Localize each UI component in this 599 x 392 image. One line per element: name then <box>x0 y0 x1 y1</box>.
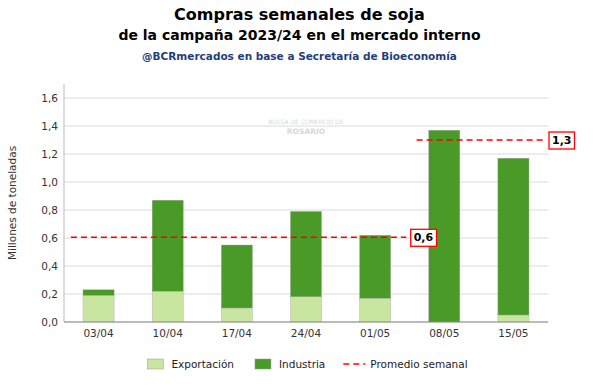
x-tick-label: 15/05 <box>498 327 528 339</box>
legend-swatch <box>343 363 365 365</box>
legend-swatch <box>147 359 163 369</box>
x-axis <box>64 322 548 323</box>
y-tick-label: 1,6 <box>41 92 58 104</box>
bar <box>360 298 391 322</box>
x-tick-label: 10/04 <box>153 327 184 339</box>
y-tick-label: 1,0 <box>41 176 58 188</box>
y-tick-label: 1,4 <box>41 120 58 132</box>
y-axis-label: Millones de toneladas <box>6 146 18 260</box>
legend: Exportación Industria Promedio semanal <box>147 358 467 370</box>
subtitle: @BCRmercados en base a Secretaría de Bio… <box>142 50 457 62</box>
grid-line <box>64 210 548 211</box>
legend-label: Promedio semanal <box>370 358 467 370</box>
watermark: ROSARIO <box>287 127 325 136</box>
bar <box>498 315 529 322</box>
y-axis <box>64 84 65 322</box>
y-tick-label: 0,2 <box>41 288 58 300</box>
legend-item: Exportación <box>147 358 234 370</box>
x-tick-label: 01/05 <box>360 327 390 339</box>
bar <box>152 291 183 322</box>
grid-line <box>64 182 548 183</box>
title: de la campaña 2023/24 en el mercado inte… <box>118 27 481 43</box>
y-tick-label: 0,4 <box>41 260 58 272</box>
bar <box>221 245 252 308</box>
average-label: 0,6 <box>411 229 437 246</box>
bar <box>221 308 252 322</box>
bar <box>83 290 114 296</box>
average-label: 1,3 <box>549 132 575 149</box>
y-tick-label: 1,2 <box>41 148 58 160</box>
grid-line <box>64 322 548 323</box>
x-tick-label: 17/04 <box>222 327 253 339</box>
y-tick-label: 0,8 <box>41 204 58 216</box>
legend-label: Industria <box>279 358 325 370</box>
bar <box>498 158 529 315</box>
bar <box>152 200 183 291</box>
average-label-box <box>549 132 575 149</box>
legend-label: Exportación <box>171 358 234 370</box>
legend-swatch <box>255 359 271 369</box>
x-tick-label: 08/05 <box>429 327 459 339</box>
average-label-text: 1,3 <box>552 134 572 147</box>
grid-line <box>64 154 548 155</box>
grid-line <box>64 98 548 99</box>
average-line <box>71 237 406 239</box>
bar <box>290 297 321 322</box>
grid <box>64 98 548 322</box>
legend-item: Industria <box>255 358 325 370</box>
bar <box>429 130 460 322</box>
average-label-box <box>411 229 437 246</box>
average-line <box>417 139 545 141</box>
watermark: BOLSA DE COMERCIO DE <box>268 118 343 125</box>
bar <box>290 211 321 296</box>
legend-item: Promedio semanal <box>343 358 467 370</box>
x-tick-label: 24/04 <box>291 327 322 339</box>
bar <box>83 295 114 322</box>
x-tick-label: 03/04 <box>83 327 114 339</box>
title: Compras semanales de soja <box>174 5 425 24</box>
chart: Compras semanales de soja de la campaña 2… <box>0 0 599 392</box>
bar <box>360 235 391 298</box>
plot-area <box>71 130 545 322</box>
average-label-text: 0,6 <box>414 231 434 244</box>
y-tick-label: 0,6 <box>41 232 58 244</box>
y-tick-label: 0,0 <box>41 316 58 328</box>
